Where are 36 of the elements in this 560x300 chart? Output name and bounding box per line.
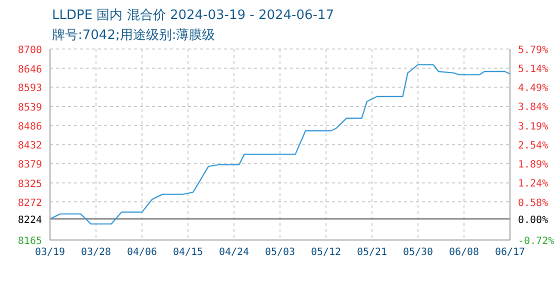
x-tick-label: 04/06 [126, 247, 158, 258]
chart-title: LLDPE 国内 混合价 2024-03-19 - 2024-06-17 [52, 7, 334, 24]
x-tick-label: 05/30 [402, 247, 434, 258]
y2-tick-label: 3.84% [518, 102, 548, 114]
x-tick-label: 05/03 [264, 247, 296, 258]
y-tick-label: 8539 [18, 102, 42, 114]
y-tick-label: 8224 [18, 214, 42, 226]
y2-tick-label: 1.24% [518, 178, 548, 190]
y2-tick-label: 5.14% [518, 64, 548, 76]
y2-tick-label: 5.79% [518, 45, 548, 56]
x-tick-label: 06/08 [448, 247, 480, 258]
x-tick-label: 03/28 [80, 247, 112, 258]
y-tick-label: 8593 [18, 83, 42, 94]
y-tick-label: 8165 [18, 236, 42, 247]
y2-tick-label: 0.58% [518, 198, 548, 209]
y-tick-label: 8700 [18, 45, 42, 56]
y-tick-label: 8486 [18, 121, 42, 132]
y2-tick-label: 3.19% [518, 121, 548, 132]
x-tick-label: 03/19 [34, 247, 66, 258]
y2-tick-label: 2.54% [518, 140, 548, 152]
y-tick-label: 8432 [18, 140, 42, 152]
x-tick-label: 05/12 [310, 247, 342, 258]
line-series [50, 64, 510, 225]
x-tick-label: 04/24 [218, 247, 250, 258]
chart-subtitle: 牌号:7042;用途级别:薄膜级 [52, 27, 216, 44]
y2-tick-label: -0.72% [518, 236, 554, 247]
y2-tick-label: 0.00% [518, 214, 548, 226]
x-tick-label: 06/17 [494, 247, 526, 258]
y-tick-label: 8325 [18, 178, 42, 190]
y-tick-label: 8272 [18, 198, 42, 209]
y2-tick-label: 1.89% [518, 159, 548, 170]
y-tick-label: 8646 [18, 64, 42, 76]
x-tick-label: 05/21 [356, 247, 388, 258]
y-tick-label: 8379 [18, 160, 42, 171]
x-tick-label: 04/15 [172, 247, 204, 258]
y2-tick-label: 4.49% [518, 83, 548, 94]
